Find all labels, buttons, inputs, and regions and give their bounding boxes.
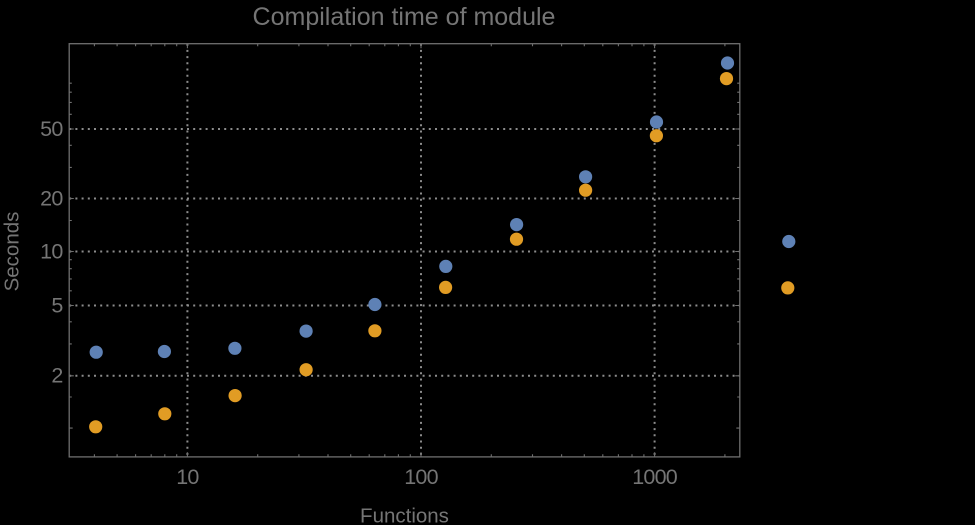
svg-text:1000: 1000: [632, 465, 677, 489]
svg-text:Functions: Functions: [360, 505, 449, 525]
svg-text:100: 100: [404, 465, 438, 489]
svg-text:20: 20: [40, 186, 63, 210]
svg-text:10: 10: [40, 239, 63, 263]
svg-text:2: 2: [51, 364, 62, 388]
svg-text:5: 5: [51, 293, 63, 317]
svg-text:10: 10: [176, 465, 199, 489]
svg-text:Compilation time of module: Compilation time of module: [253, 3, 556, 31]
svg-text:50: 50: [40, 117, 63, 141]
svg-text:Seconds: Seconds: [0, 212, 23, 292]
